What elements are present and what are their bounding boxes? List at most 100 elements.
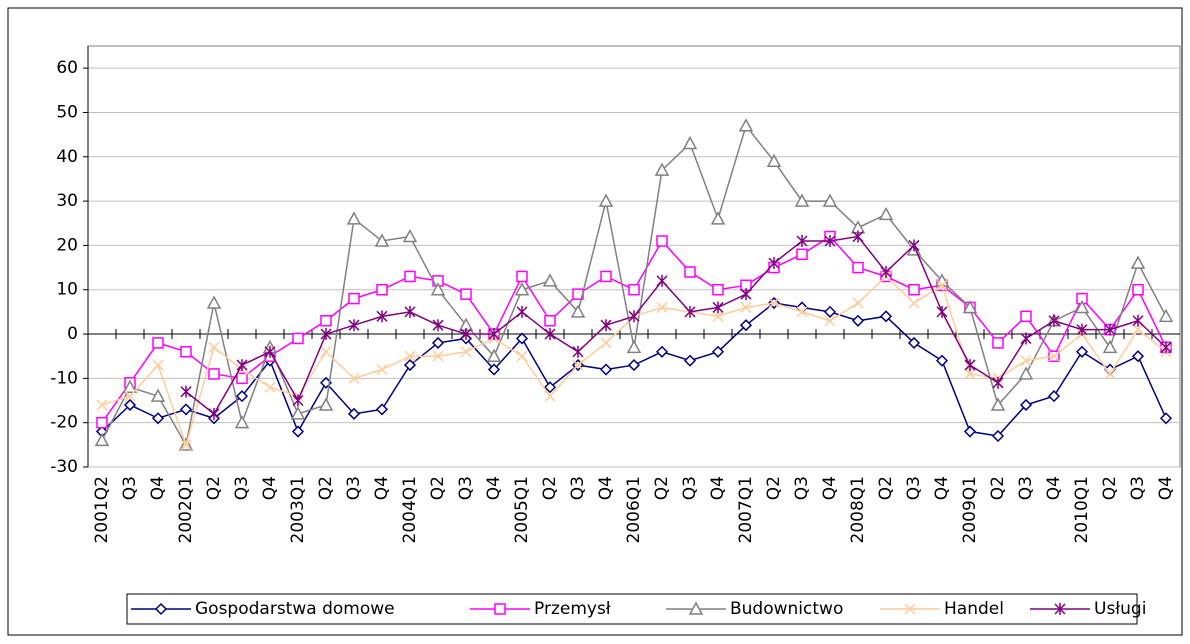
marker bbox=[1131, 350, 1145, 363]
x-tick-label: Q4 bbox=[932, 476, 952, 500]
marker bbox=[962, 299, 978, 314]
marker bbox=[908, 239, 920, 252]
marker bbox=[991, 429, 1005, 443]
marker bbox=[460, 346, 472, 358]
marker bbox=[907, 336, 921, 349]
series-line bbox=[185, 235, 1167, 415]
x-tick-label: 2009Q1 bbox=[960, 476, 980, 543]
legend-marker bbox=[1054, 603, 1066, 615]
marker bbox=[431, 336, 445, 349]
marker bbox=[1160, 341, 1172, 354]
x-tick-label: 2007Q1 bbox=[736, 476, 756, 543]
marker bbox=[264, 345, 276, 358]
marker bbox=[852, 230, 864, 243]
x-tick-label: Q4 bbox=[372, 476, 392, 500]
marker bbox=[320, 328, 332, 341]
marker bbox=[1132, 283, 1144, 296]
marker bbox=[794, 193, 810, 207]
marker bbox=[598, 193, 614, 207]
y-tick-label: -10 bbox=[50, 368, 78, 388]
marker bbox=[992, 337, 1004, 349]
x-tick-label: 2004Q1 bbox=[400, 476, 420, 543]
marker bbox=[964, 368, 976, 380]
marker bbox=[768, 257, 780, 270]
legend-marker bbox=[688, 601, 704, 615]
x-tick-label: 2002Q1 bbox=[176, 476, 196, 543]
x-tick-label: Q4 bbox=[260, 476, 280, 500]
x-tick-label: Q3 bbox=[344, 476, 364, 500]
marker bbox=[486, 348, 502, 362]
marker bbox=[879, 310, 893, 323]
marker bbox=[487, 363, 501, 376]
legend-marker bbox=[494, 603, 506, 615]
marker bbox=[206, 295, 222, 309]
legend bbox=[126, 593, 1138, 625]
y-tick-label: 50 bbox=[56, 102, 78, 122]
marker bbox=[236, 372, 248, 385]
marker bbox=[1132, 324, 1144, 336]
marker bbox=[682, 135, 698, 150]
x-tick-label: Q3 bbox=[120, 476, 140, 500]
x-tick-label: Q3 bbox=[232, 476, 252, 500]
marker bbox=[1047, 390, 1061, 403]
marker bbox=[1019, 398, 1033, 412]
marker bbox=[572, 359, 584, 371]
marker bbox=[318, 397, 334, 411]
marker bbox=[348, 319, 360, 332]
marker bbox=[516, 305, 528, 318]
marker bbox=[684, 266, 696, 278]
marker bbox=[403, 359, 417, 372]
marker bbox=[878, 206, 894, 221]
marker bbox=[655, 345, 669, 358]
marker bbox=[543, 381, 557, 394]
marker bbox=[740, 301, 752, 313]
x-tick-label: Q3 bbox=[792, 476, 812, 500]
y-tick-label: 60 bbox=[56, 58, 78, 78]
marker bbox=[404, 350, 416, 362]
x-tick-label: Q2 bbox=[764, 476, 784, 500]
marker bbox=[964, 359, 976, 372]
marker bbox=[292, 394, 304, 407]
marker bbox=[1102, 339, 1118, 354]
x-tick-label: Q2 bbox=[316, 476, 336, 500]
y-tick-label: 20 bbox=[56, 235, 78, 255]
x-tick-label: 2005Q1 bbox=[512, 476, 532, 543]
x-tick-label: Q3 bbox=[904, 476, 924, 500]
marker bbox=[627, 359, 641, 372]
marker bbox=[404, 270, 416, 283]
marker bbox=[376, 283, 388, 296]
marker bbox=[1076, 323, 1088, 336]
marker bbox=[1104, 323, 1116, 336]
legend-label: Handel bbox=[944, 599, 1004, 619]
marker bbox=[1130, 255, 1146, 269]
x-tick-label: 2001Q2 bbox=[92, 476, 112, 543]
marker bbox=[656, 235, 668, 247]
marker bbox=[852, 261, 864, 274]
x-tick-label: Q4 bbox=[1044, 476, 1064, 500]
marker bbox=[432, 319, 444, 332]
x-tick-label: Q4 bbox=[708, 476, 728, 500]
legend-label: Budownictwo bbox=[730, 599, 843, 619]
x-tick-label: Q3 bbox=[680, 476, 700, 500]
marker bbox=[656, 274, 668, 287]
marker bbox=[599, 363, 613, 376]
marker bbox=[347, 407, 361, 420]
marker bbox=[712, 310, 724, 322]
marker bbox=[823, 305, 837, 318]
marker bbox=[348, 372, 360, 384]
marker bbox=[151, 412, 165, 425]
marker bbox=[374, 233, 390, 247]
marker bbox=[94, 432, 110, 447]
marker bbox=[712, 301, 724, 314]
marker bbox=[234, 415, 250, 429]
x-tick-label: Q2 bbox=[540, 476, 560, 500]
marker bbox=[236, 359, 248, 372]
marker bbox=[963, 425, 977, 438]
marker bbox=[208, 407, 220, 420]
marker bbox=[600, 337, 612, 349]
x-tick-label: Q2 bbox=[204, 476, 224, 500]
marker bbox=[180, 346, 192, 358]
marker bbox=[515, 332, 529, 345]
x-tick-label: Q4 bbox=[596, 476, 616, 500]
